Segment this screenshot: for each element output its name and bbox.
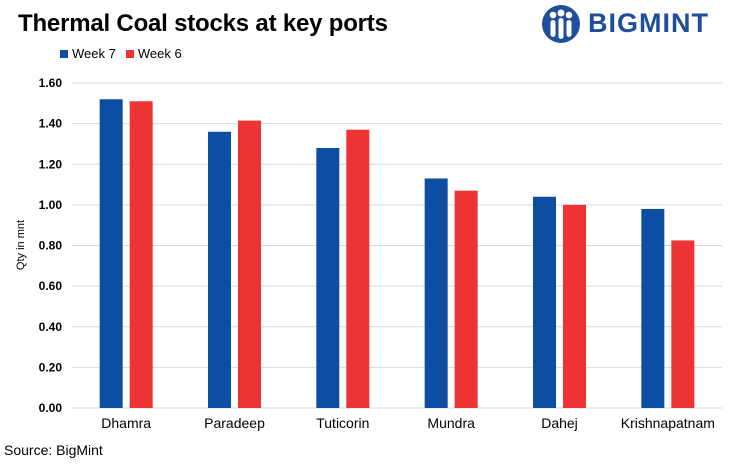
brand-logo: BIGMINT bbox=[540, 4, 745, 44]
y-tick-label: 0.60 bbox=[39, 279, 63, 293]
x-tick-label: Dhamra bbox=[101, 415, 151, 431]
y-tick-label: 1.60 bbox=[39, 76, 63, 90]
bar-week7 bbox=[208, 131, 231, 408]
legend-item-week6: Week 6 bbox=[125, 46, 182, 61]
bar-week7 bbox=[424, 178, 448, 408]
bar-week6 bbox=[563, 204, 586, 408]
x-tick-label: Paradeep bbox=[204, 415, 265, 431]
y-tick-label: 1.00 bbox=[39, 198, 63, 212]
legend-swatch-week6 bbox=[125, 49, 134, 58]
bar-week7 bbox=[533, 196, 556, 408]
y-tick-label: 0.00 bbox=[39, 401, 63, 415]
bar-chart: Qty in mnt 0.00 0.20 0.40 0.60 0.80 1.00 1.20 1… bbox=[15, 76, 722, 431]
x-tick-label: Mundra bbox=[427, 415, 475, 431]
bar-week7 bbox=[316, 148, 340, 408]
bar-week6 bbox=[671, 240, 695, 408]
bar-week6 bbox=[346, 129, 370, 408]
people-figures-icon bbox=[542, 5, 580, 43]
y-tick-label: 0.20 bbox=[39, 360, 63, 374]
bar-week6 bbox=[129, 101, 153, 408]
y-tick-label: 0.40 bbox=[39, 320, 63, 334]
legend-label-week6: Week 6 bbox=[137, 46, 182, 61]
bar-week7 bbox=[99, 99, 123, 408]
y-tick-label: 1.40 bbox=[39, 117, 63, 131]
brand-name: BIGMINT bbox=[588, 8, 709, 38]
bar-week7 bbox=[641, 208, 665, 408]
legend-label-week7: Week 7 bbox=[72, 46, 116, 61]
chart-legend: Week 7 Week 6 bbox=[60, 46, 192, 61]
x-tick-label: Dahej bbox=[541, 415, 578, 431]
bar-week6 bbox=[238, 120, 261, 408]
bar-week6 bbox=[454, 190, 478, 408]
legend-swatch-week7 bbox=[60, 49, 68, 58]
y-axis-label: Qty in mnt bbox=[15, 220, 27, 270]
x-tick-label: Krishnapatnam bbox=[621, 415, 715, 431]
chart-title: Thermal Coal stocks at key ports bbox=[18, 10, 388, 37]
legend-item-week7: Week 7 bbox=[60, 46, 116, 61]
y-tick-label: 1.20 bbox=[39, 157, 63, 171]
x-tick-label: Tuticorin bbox=[316, 415, 369, 431]
y-tick-label: 0.80 bbox=[39, 239, 63, 253]
source-note: Source: BigMint bbox=[4, 442, 103, 458]
